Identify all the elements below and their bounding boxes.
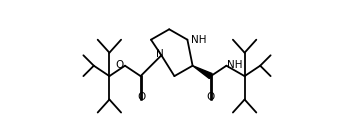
Polygon shape	[193, 66, 212, 79]
Text: O: O	[115, 60, 124, 70]
Text: N: N	[156, 49, 164, 59]
Text: O: O	[137, 92, 145, 102]
Text: O: O	[207, 92, 215, 102]
Text: NH: NH	[227, 60, 242, 70]
Text: NH: NH	[191, 35, 206, 45]
